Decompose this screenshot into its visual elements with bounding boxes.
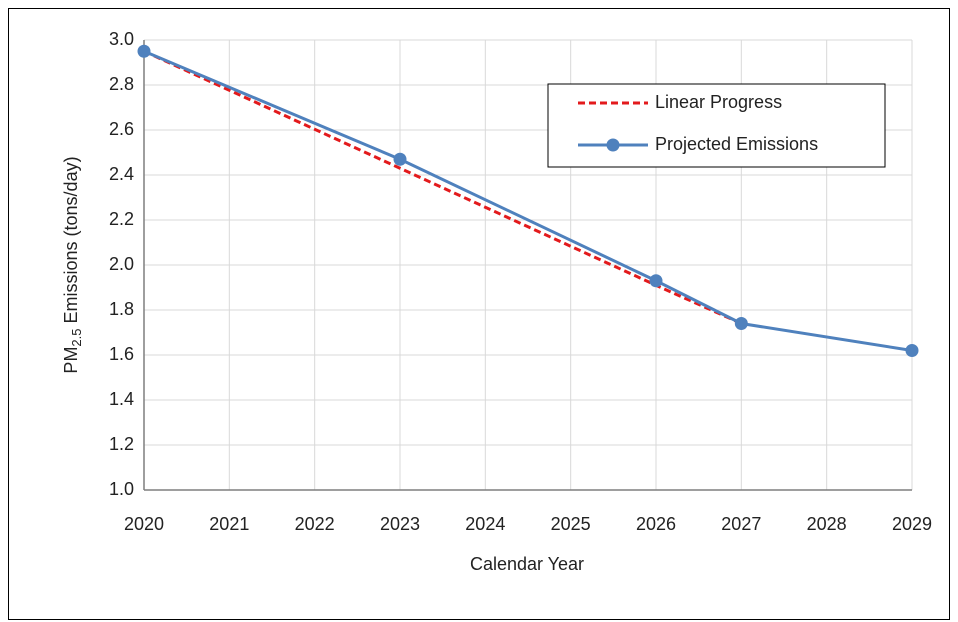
y-label-main: PM (61, 347, 81, 374)
x-tick-label: 2023 (380, 514, 420, 534)
x-tick-label: 2027 (721, 514, 761, 534)
y-tick-label: 1.2 (109, 434, 134, 454)
legend-box (547, 83, 886, 168)
y-label-subscript: 2.5 (69, 328, 84, 346)
x-tick-label: 2024 (465, 514, 505, 534)
y-tick-label: 2.4 (109, 164, 134, 184)
y-label-rest: Emissions (tons/day) (61, 156, 81, 328)
data-point (649, 274, 663, 288)
legend-marker (606, 138, 620, 152)
x-axis-label: Calendar Year (470, 554, 584, 574)
data-point (734, 317, 748, 330)
x-tick-label: 2021 (209, 514, 249, 534)
x-tick-label: 2026 (636, 514, 676, 534)
y-tick-label: 1.0 (109, 479, 134, 499)
y-tick-label: 2.0 (109, 254, 134, 274)
y-tick-label: 3.0 (109, 29, 134, 49)
y-tick-label: 1.6 (109, 344, 134, 364)
legend-label: Linear Progress (655, 92, 782, 112)
data-point (905, 344, 919, 357)
series-line (143, 49, 742, 325)
x-tick-label: 2020 (124, 514, 164, 534)
x-tick-label: 2028 (807, 514, 847, 534)
y-axis-label: PM2.5 Emissions (tons/day) (61, 156, 85, 373)
data-point (137, 44, 151, 58)
data-point (393, 152, 407, 166)
y-tick-label: 2.2 (109, 209, 134, 229)
legend-label: Projected Emissions (655, 134, 818, 154)
x-tick-label: 2029 (892, 514, 932, 534)
y-tick-label: 1.4 (109, 389, 134, 409)
x-tick-label: 2025 (551, 514, 591, 534)
y-tick-label: 2.6 (109, 119, 134, 139)
y-tick-label: 2.8 (109, 74, 134, 94)
y-tick-label: 1.8 (109, 299, 134, 319)
x-tick-label: 2022 (295, 514, 335, 534)
